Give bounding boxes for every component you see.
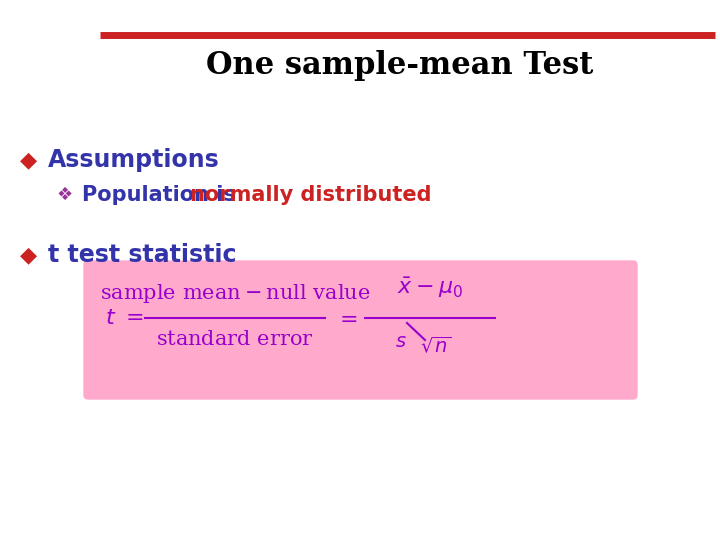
Text: $\bar{x} - \mu_0$: $\bar{x} - \mu_0$ bbox=[397, 275, 463, 300]
FancyBboxPatch shape bbox=[84, 261, 637, 399]
Text: t test statistic: t test statistic bbox=[48, 243, 236, 267]
Text: Population is: Population is bbox=[82, 185, 243, 205]
Text: $s$: $s$ bbox=[395, 332, 407, 351]
Text: ◆: ◆ bbox=[19, 245, 37, 265]
Text: normally distributed: normally distributed bbox=[190, 185, 431, 205]
Text: $\mathregular{sample\ mean} - \mathregular{null\ value}$: $\mathregular{sample\ mean} - \mathregul… bbox=[100, 282, 370, 305]
Text: ◆: ◆ bbox=[19, 150, 37, 170]
Text: One sample-mean Test: One sample-mean Test bbox=[207, 50, 594, 81]
Text: $\sqrt{n}$: $\sqrt{n}$ bbox=[420, 335, 451, 356]
Text: ❖: ❖ bbox=[57, 186, 73, 204]
Text: $\mathregular{standard\ error}$: $\mathregular{standard\ error}$ bbox=[156, 330, 314, 349]
Text: $=$: $=$ bbox=[335, 308, 358, 328]
Text: $t\ =$: $t\ =$ bbox=[105, 308, 143, 328]
Text: Assumptions: Assumptions bbox=[48, 148, 220, 172]
